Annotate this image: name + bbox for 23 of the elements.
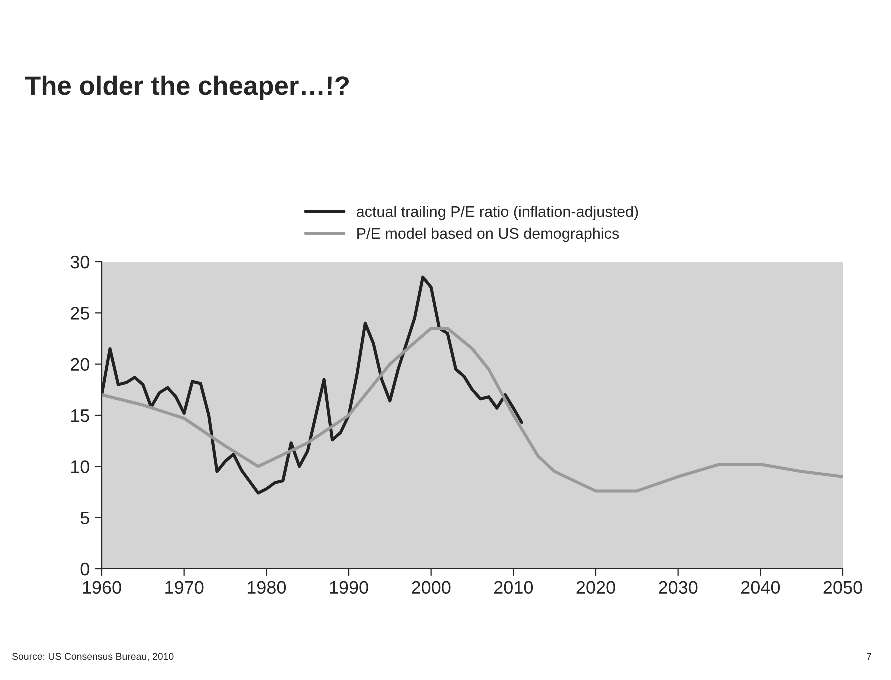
line-series bbox=[102, 326, 843, 493]
x-tick-label: 2050 bbox=[824, 581, 862, 594]
y-tick-label: 0 bbox=[80, 562, 90, 576]
text: 7 bbox=[867, 653, 872, 660]
x-tick-label: 2000 bbox=[412, 581, 451, 594]
y-tick-label: 30 bbox=[70, 256, 90, 269]
legend-label: P/E model based on US demographics bbox=[358, 228, 620, 242]
legend-label: actual trailing P/E ratio (inflation-adjusted) bbox=[356, 206, 638, 220]
x-tick-label: 1990 bbox=[330, 581, 368, 594]
y-tick-label: 20 bbox=[71, 358, 90, 372]
y-tick-label: 15 bbox=[71, 410, 90, 422]
x-tick-label: 2010 bbox=[494, 581, 534, 594]
y-tick-label: 5 bbox=[80, 512, 90, 525]
x-tick-label: 1960 bbox=[83, 581, 122, 594]
x-tick-label: 1970 bbox=[166, 581, 204, 594]
chart-title: The older the cheaper…!? bbox=[25, 76, 349, 100]
x-tick-label: 2020 bbox=[576, 581, 616, 594]
y-tick-label: 10 bbox=[71, 460, 90, 474]
y-tick-label: 25 bbox=[71, 307, 90, 320]
x-tick-label: 2040 bbox=[741, 581, 780, 594]
x-tick-label: 2030 bbox=[659, 581, 698, 594]
source-note: Source: US Consensus Bureau, 2010 bbox=[12, 653, 174, 662]
x-tick-label: 1980 bbox=[248, 581, 286, 594]
